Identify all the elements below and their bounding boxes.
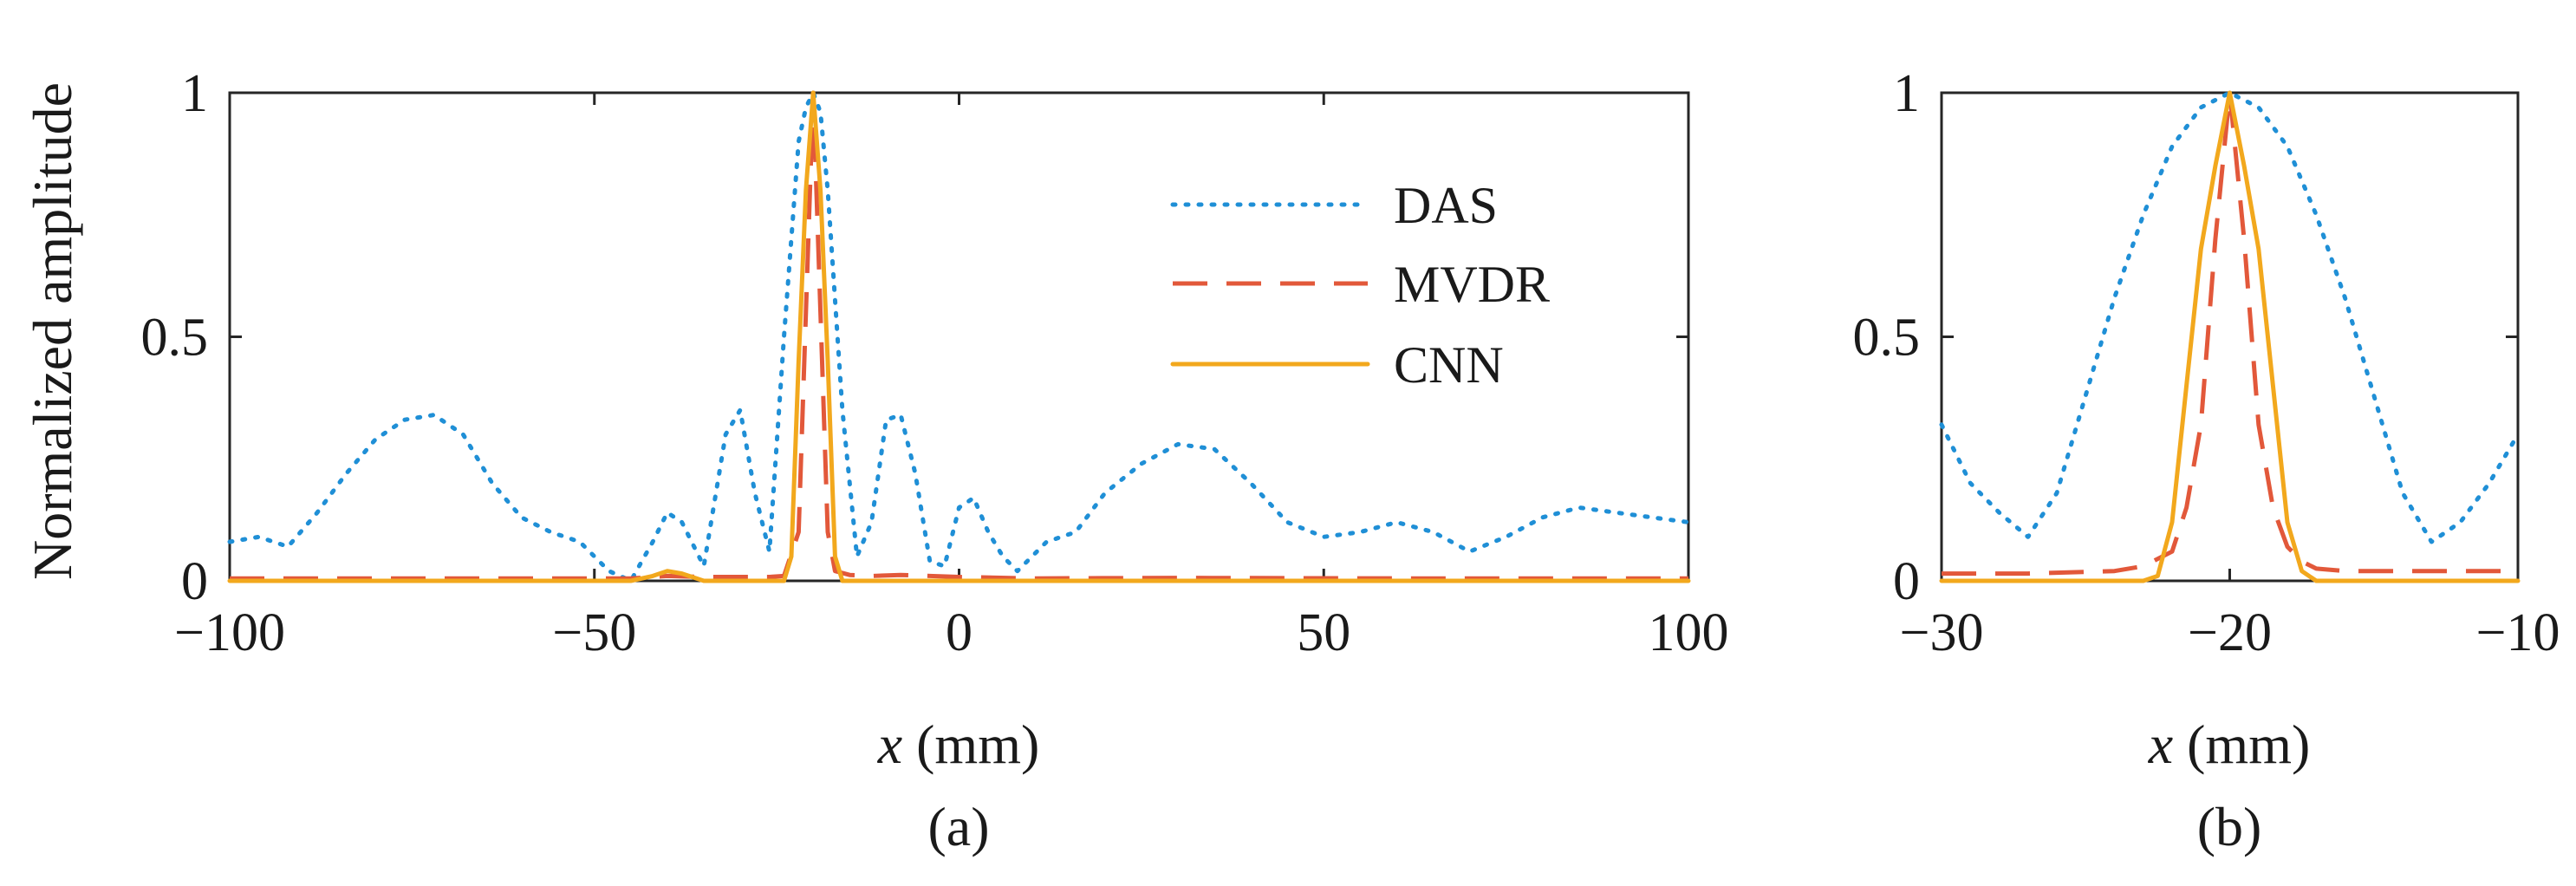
b-series-mvdr	[1942, 90, 2518, 577]
panel-b-x-axis-label: x (mm)	[2148, 713, 2311, 775]
legend-label-cnn: CNN	[1394, 336, 1504, 394]
a-x-tick-label: −50	[552, 603, 636, 662]
b-y-tick-label: 1	[1893, 64, 1920, 123]
panel-b-x-tick-labels: −30 −20 −10	[1900, 603, 2560, 662]
panel-b-y-tick-labels: 00.51	[1853, 64, 1921, 611]
legend: DAS MVDR CNN	[1170, 177, 1550, 394]
panel-a-x-axis-label: x (mm)	[877, 713, 1040, 775]
b-y-tick-label: 0.5	[1853, 309, 1921, 368]
a-y-tick-label: 1	[181, 64, 208, 123]
a-x-tick-label: 0	[946, 603, 973, 662]
panel-b: −30 −20 −10 00.51 x (mm) (b)	[1853, 64, 2560, 857]
a-x-tick-label: −100	[174, 603, 285, 662]
panel-a: −100 −50 0 50 100 00.51 x (mm) (a) DAS MVDR …	[141, 64, 1729, 857]
legend-label-mvdr: MVDR	[1394, 256, 1550, 313]
panel-b-ticks	[1940, 91, 2520, 583]
a-series-cnn	[227, 90, 1691, 583]
a-x-tick-label: 100	[1649, 603, 1729, 662]
panel-a-label: (a)	[927, 796, 989, 857]
b-x-tick-label: −20	[2188, 603, 2272, 662]
b-x-tick-label: −10	[2476, 603, 2560, 662]
a-series-das	[227, 90, 1691, 583]
a-x-tick-label: 50	[1297, 603, 1350, 662]
legend-label-das: DAS	[1394, 177, 1498, 234]
b-series-das	[1939, 90, 2521, 544]
a-series-mvdr	[230, 90, 1688, 581]
panel-b-label: (b)	[2197, 796, 2262, 857]
b-y-tick-label: 0	[1893, 552, 1920, 611]
panel-a-y-tick-labels: 00.51	[141, 64, 209, 611]
a-y-tick-label: 0.5	[141, 309, 209, 368]
a-y-tick-label: 0	[181, 552, 208, 611]
panel-a-series	[227, 90, 1691, 583]
panel-b-series	[1939, 90, 2521, 583]
panel-a-x-tick-labels: −100 −50 0 50 100	[174, 603, 1728, 662]
y-axis-label: Normalized amplitude	[22, 82, 83, 580]
panel-b-frame	[1940, 91, 2520, 583]
b-x-tick-label: −30	[1900, 603, 1984, 662]
b-series-cnn	[1939, 90, 2521, 583]
